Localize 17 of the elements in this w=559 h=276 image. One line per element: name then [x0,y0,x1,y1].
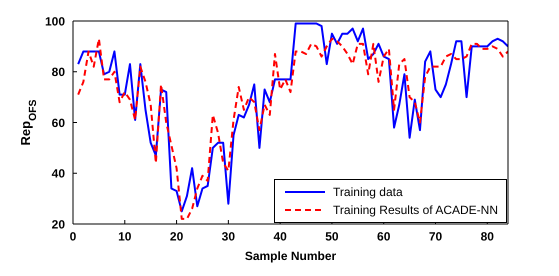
y-tick-label: 80 [52,65,66,80]
x-tick-label: 10 [118,230,132,244]
x-tick-label: 30 [222,230,236,244]
x-tick-label: 20 [170,230,184,244]
y-tick-label: 20 [52,217,66,232]
y-tick-label: 60 [52,116,66,130]
x-tick-label: 60 [377,230,391,244]
x-tick-label: 70 [428,230,442,244]
legend-label: Training data [333,185,403,199]
y-tick-label: 40 [52,166,66,181]
x-tick-label: 40 [273,230,288,244]
x-tick-label: 50 [325,230,339,244]
x-tick-label: 80 [480,230,494,244]
x-tick-label: 0 [70,230,77,244]
legend-label: Training Results of ACADE-NN [333,203,498,217]
y-tick-label: 100 [44,14,66,28]
x-axis-title: Sample Number [244,249,337,263]
